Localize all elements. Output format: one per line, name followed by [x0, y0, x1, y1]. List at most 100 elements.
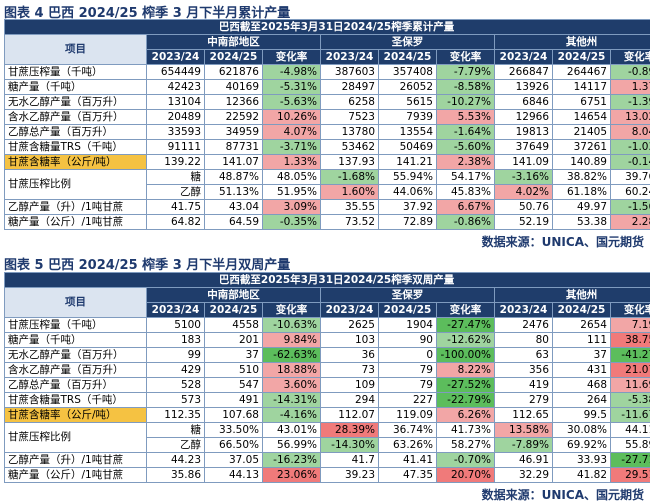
value-cell: 183 [147, 333, 205, 348]
change-rate-cell: -14.31% [263, 393, 321, 408]
row-label: 糖产量（千吨） [5, 333, 147, 348]
value-cell: 28497 [321, 80, 379, 95]
value-cell: 58.27% [437, 438, 495, 453]
value-cell: 431 [553, 363, 611, 378]
col-header: 变化率 [611, 50, 650, 65]
value-cell: 63 [495, 348, 553, 363]
value-cell: 6846 [495, 95, 553, 110]
value-cell: 56.99% [263, 438, 321, 453]
change-rate-cell: -3.71% [263, 140, 321, 155]
value-cell: 6258 [321, 95, 379, 110]
value-cell: 112.35 [147, 408, 205, 423]
value-cell: 5100 [147, 318, 205, 333]
value-cell: 53.38 [553, 215, 611, 230]
change-rate-cell: 9.84% [263, 333, 321, 348]
value-cell: 13554 [379, 125, 437, 140]
change-rate-cell: 3.09% [263, 200, 321, 215]
value-cell: 20489 [147, 110, 205, 125]
value-cell: 50.76 [495, 200, 553, 215]
value-cell: 52.19 [495, 215, 553, 230]
value-cell: 47.35 [379, 468, 437, 483]
value-cell: 13926 [495, 80, 553, 95]
value-cell: 37 [553, 348, 611, 363]
value-cell: 14654 [553, 110, 611, 125]
change-rate-cell: -0.35% [263, 215, 321, 230]
table2-item-header: 项目 [5, 288, 147, 318]
value-cell: 41.75 [147, 200, 205, 215]
value-cell: 107.68 [205, 408, 263, 423]
row-label: 甘蔗含糖量TRS（千吨） [5, 393, 147, 408]
row-label: 乙醇总产量（百万升） [5, 378, 147, 393]
value-cell: 91111 [147, 140, 205, 155]
value-cell: 99.5 [553, 408, 611, 423]
value-cell: 37 [205, 348, 263, 363]
change-rate-cell: -0.70% [437, 453, 495, 468]
value-cell: 573 [147, 393, 205, 408]
col-header: 2023/24 [147, 50, 205, 65]
row-label: 乙醇 [147, 438, 205, 453]
value-cell: 55.94% [379, 170, 437, 185]
value-cell: 621876 [205, 65, 263, 80]
value-cell: 39.76% [611, 170, 650, 185]
value-cell: 34959 [205, 125, 263, 140]
col-header: 2024/25 [205, 50, 263, 65]
value-cell: 41.7 [321, 453, 379, 468]
table1-region-header: 圣保罗 [321, 35, 495, 50]
value-cell: 44.11% [611, 423, 650, 438]
change-rate-cell: 11.69% [611, 378, 650, 393]
value-cell: 387603 [321, 65, 379, 80]
change-rate-cell: -5.31% [263, 80, 321, 95]
change-rate-cell: -3.16% [495, 170, 553, 185]
value-cell: 5615 [379, 95, 437, 110]
table1-region-header: 其他州 [495, 35, 650, 50]
col-header: 变化率 [611, 303, 650, 318]
change-rate-cell: -12.62% [437, 333, 495, 348]
value-cell: 42423 [147, 80, 205, 95]
value-cell: 44.23 [147, 453, 205, 468]
value-cell: 6751 [553, 95, 611, 110]
value-cell: 48.05% [263, 170, 321, 185]
value-cell: 69.92% [553, 438, 611, 453]
value-cell: 33.50% [205, 423, 263, 438]
value-cell: 53462 [321, 140, 379, 155]
change-rate-cell: -10.63% [263, 318, 321, 333]
col-header: 2023/24 [495, 50, 553, 65]
change-rate-cell: 28.39% [321, 423, 379, 438]
change-rate-cell: -27.47% [437, 318, 495, 333]
table2-caption: 图表 5 巴西 2024/25 榨季 3 月下半月双周产量 [4, 254, 290, 273]
row-label: 甘蔗含糖率（公斤/吨） [5, 408, 147, 423]
change-rate-cell: -11.67% [611, 408, 650, 423]
change-rate-cell: 7.19% [611, 318, 650, 333]
value-cell: 46.91 [495, 453, 553, 468]
value-cell: 419 [495, 378, 553, 393]
value-cell: 141.21 [379, 155, 437, 170]
change-rate-cell: 38.75% [611, 333, 650, 348]
col-header: 2023/24 [321, 50, 379, 65]
change-rate-cell: 2.28% [611, 215, 650, 230]
change-rate-cell: 23.06% [263, 468, 321, 483]
value-cell: 87731 [205, 140, 263, 155]
value-cell: 41.73% [437, 423, 495, 438]
col-header: 2024/25 [379, 303, 437, 318]
value-cell: 79 [379, 363, 437, 378]
value-cell: 37261 [553, 140, 611, 155]
value-cell: 12966 [495, 110, 553, 125]
row-label: 糖产量（公斤）/1吨甘蔗 [5, 468, 147, 483]
value-cell: 73.52 [321, 215, 379, 230]
col-header: 变化率 [437, 50, 495, 65]
group-label: 甘蔗压榨比例 [5, 423, 147, 453]
value-cell: 44.06% [379, 185, 437, 200]
value-cell: 41.82 [553, 468, 611, 483]
value-cell: 103 [321, 333, 379, 348]
value-cell: 51.13% [205, 185, 263, 200]
value-cell: 22592 [205, 110, 263, 125]
value-cell: 64.59 [205, 215, 263, 230]
